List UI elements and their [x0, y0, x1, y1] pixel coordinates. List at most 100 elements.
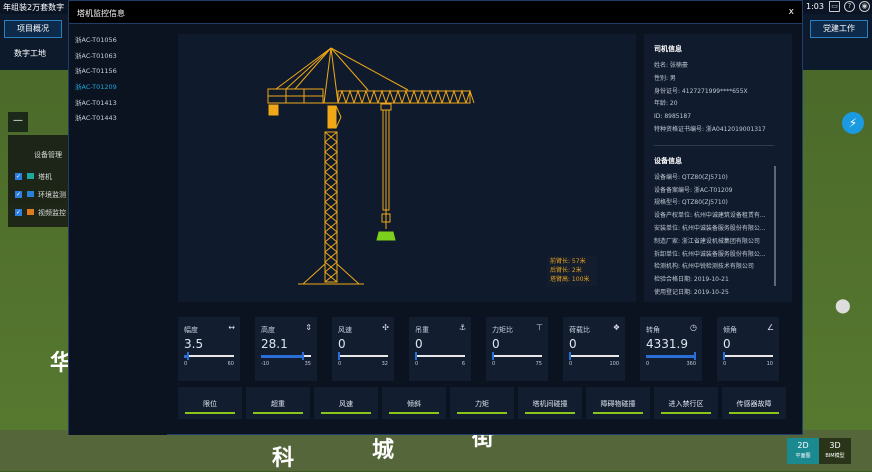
- alarm-indicator[interactable]: 塔机间碰撞: [518, 387, 582, 419]
- info-panel: 司机信息 姓名: 张楠豪 性别: 男身份证号: 4127271999****655…: [644, 34, 792, 302]
- gauge-max: 360: [686, 361, 696, 367]
- device-info-row: 制造厂家: 浙江省建设机械集团有限公司: [654, 237, 760, 245]
- gauge-max: 75: [535, 361, 542, 367]
- camera-icon: [27, 209, 34, 215]
- alarm-label: 进入禁行区: [668, 400, 704, 408]
- gauge-name: 倾角: [723, 326, 737, 334]
- lightning-icon[interactable]: ⚡: [842, 112, 864, 134]
- crane-list-item[interactable]: 浙AC-T01056: [75, 36, 117, 44]
- driver-info-row: ID: 8985187: [654, 113, 692, 121]
- gauge-knob: [301, 352, 304, 360]
- location-pin-icon[interactable]: ⬤: [835, 298, 851, 314]
- alarm-status-bar: [389, 412, 439, 414]
- alarm-indicator[interactable]: 超重: [246, 387, 310, 419]
- help-icon[interactable]: ?: [844, 1, 855, 12]
- mode-sub: 平面图: [795, 453, 811, 459]
- gauge-card: 高度 ⇕ 28.1 -10 35: [255, 317, 317, 381]
- view-2d-button[interactable]: 2D 平面图: [787, 438, 819, 464]
- map-label: 华: [50, 351, 73, 376]
- gauge-knob: [569, 352, 571, 360]
- driver-info-row: 特种资格证书编号: 浙A0412019001317: [654, 125, 766, 133]
- gauge-max: 35: [304, 361, 311, 367]
- gauge-card: 吊重 ⚓ 0 0 6: [409, 317, 471, 381]
- tower-height: 塔臂高: 100米: [550, 276, 590, 283]
- zoom-out-button[interactable]: —: [8, 112, 28, 132]
- alarm-indicator[interactable]: 力矩: [450, 387, 514, 419]
- front-jib-length: 前臂长: 57米: [550, 258, 586, 265]
- alarm-status-bar: [253, 412, 303, 414]
- gauge-min: 0: [492, 361, 496, 367]
- nav-project-overview[interactable]: 项目概况: [4, 20, 62, 38]
- nav-party-work[interactable]: 党建工作: [810, 20, 868, 38]
- crane-list-item[interactable]: 浙AC-T01443: [75, 114, 117, 122]
- alarm-indicator[interactable]: 传感器故障: [722, 387, 786, 419]
- user-icon[interactable]: ◉: [859, 1, 870, 12]
- device-info-row: 安装单位: 杭州中诚装备服务股份有限公...: [654, 224, 766, 232]
- gauge-min: -10: [261, 361, 270, 367]
- alarm-label: 限位: [203, 400, 217, 408]
- gauge-name: 风速: [338, 326, 352, 334]
- gauge-min: 0: [569, 361, 573, 367]
- gauge-card: 幅度 ↔ 3.5 0 60: [178, 317, 240, 381]
- alarm-indicator[interactable]: 风速: [314, 387, 378, 419]
- gauge-knob: [186, 352, 189, 360]
- gauge-slider: [492, 352, 542, 360]
- gauge-card: 倾角 ∠ 0 0 10: [717, 317, 779, 381]
- crane-list-item[interactable]: 浙AC-T01063: [75, 52, 117, 60]
- hook-block: [381, 213, 391, 223]
- gauge-name: 吊重: [415, 326, 429, 334]
- alarm-status-bar: [729, 412, 779, 414]
- gauge-card: 力矩比 ⊤ 0 0 75: [486, 317, 548, 381]
- close-button[interactable]: x: [788, 7, 794, 17]
- subnav-digital-site[interactable]: 数字工地: [14, 49, 46, 58]
- gauge-slider: [338, 352, 388, 360]
- width-icon: ↔: [228, 323, 235, 332]
- alarm-indicator[interactable]: 障碍物碰撞: [586, 387, 650, 419]
- driver-info-title: 司机信息: [654, 45, 682, 53]
- alarm-indicator[interactable]: 限位: [178, 387, 242, 419]
- gauge-knob: [492, 352, 494, 360]
- checkbox-env-monitor[interactable]: ✓: [15, 191, 22, 198]
- gauge-slider: [646, 352, 696, 360]
- alarm-indicator[interactable]: 倾斜: [382, 387, 446, 419]
- driver-info-row: 年龄: 20: [654, 100, 678, 108]
- mast-truss: [302, 131, 360, 285]
- tower-crane-icon: [27, 173, 34, 179]
- gauge-card: 转角 ◷ 4331.9 0 360: [640, 317, 702, 381]
- gauge-slider: [569, 352, 619, 360]
- crane-list-item[interactable]: 浙AC-T01413: [75, 99, 117, 107]
- gauge-slider: [723, 352, 773, 360]
- jib-truss: [337, 89, 475, 104]
- tower-top: [323, 47, 339, 104]
- device-panel: 设备管理 ✓ 塔机 ✓ 环境监测 ✓ 视频监控: [8, 135, 70, 227]
- gauge-min: 0: [415, 361, 419, 367]
- gauge-value: 0: [569, 337, 577, 351]
- device-info-row: 设备产权单位: 杭州中诚建筑设备租赁有...: [654, 212, 766, 220]
- alarm-status-bar: [185, 412, 235, 414]
- gauge-knob: [723, 352, 725, 360]
- gauge-max: 100: [609, 361, 619, 367]
- scrollbar[interactable]: [774, 166, 776, 286]
- dimension-label: 前臂长: 57米 后臂长: 2米 塔臂高: 100米: [547, 256, 597, 286]
- gauge-knob: [415, 352, 417, 360]
- divider: [654, 144, 774, 146]
- crane-list-item[interactable]: 浙AC-T01156: [75, 67, 117, 75]
- gauge-value: 28.1: [261, 337, 288, 351]
- monitor-icon[interactable]: ▭: [829, 1, 840, 12]
- device-info-row: 规格型号: QTZ80(ZJ5710): [654, 199, 728, 207]
- checkbox-video[interactable]: ✓: [15, 209, 22, 216]
- gauge-value: 4331.9: [646, 337, 688, 351]
- alarm-status-bar: [321, 412, 371, 414]
- gauge-value: 3.5: [184, 337, 204, 351]
- checkbox-tower-crane[interactable]: ✓: [15, 173, 22, 180]
- gauge-card: 风速 ✣ 0 0 32: [332, 317, 394, 381]
- cab: [327, 105, 337, 129]
- gauge-min: 0: [338, 361, 342, 367]
- alarm-indicator[interactable]: 进入禁行区: [654, 387, 718, 419]
- device-label: 塔机: [38, 173, 52, 181]
- alarm-status-bar: [457, 412, 507, 414]
- view-3d-button[interactable]: 3D BIM模型: [819, 438, 851, 464]
- device-info-row: 设备备案编号: 浙AC-T01209: [654, 186, 733, 194]
- crane-list: 浙AC-T01056 浙AC-T01063 浙AC-T01156 浙AC-T01…: [69, 24, 167, 435]
- crane-list-item[interactable]: 浙AC-T01209: [75, 83, 117, 91]
